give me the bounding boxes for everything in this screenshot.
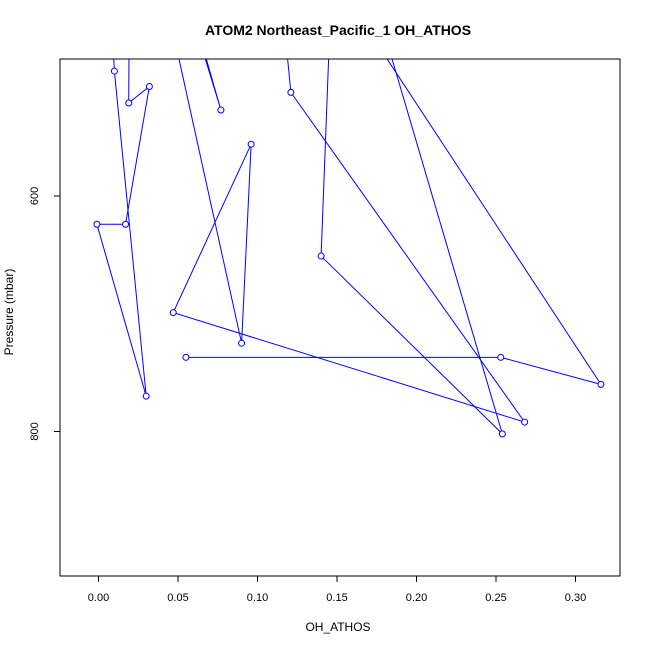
- x-tick-label: 0.05: [167, 592, 188, 604]
- data-point: [498, 430, 506, 438]
- data-point: [110, 67, 118, 75]
- plot-frame: [59, 58, 621, 577]
- data-point: [597, 380, 605, 388]
- x-tick-label: 0.15: [326, 592, 347, 604]
- x-tick-label: 0.30: [565, 592, 586, 604]
- x-axis-label: OH_ATHOS: [305, 620, 370, 634]
- data-point: [93, 220, 101, 228]
- series-line-2: [172, 59, 526, 423]
- data-point: [122, 220, 130, 228]
- chart-title: ATOM2 Northeast_Pacific_1 OH_ATHOS: [205, 22, 471, 38]
- series-line-3: [320, 59, 504, 436]
- data-point: [287, 88, 295, 96]
- x-tick-label: 0.00: [88, 592, 109, 604]
- data-point: [217, 106, 225, 114]
- y-tick-label: 800: [29, 422, 41, 440]
- y-axis: 2004006008001000: [29, 187, 60, 441]
- data-point: [145, 82, 153, 90]
- data-point: [142, 392, 150, 400]
- y-axis-label: Pressure (mbar): [2, 269, 16, 356]
- x-tick-label: 0.20: [406, 592, 427, 604]
- data-point: [247, 140, 255, 148]
- data-point: [169, 309, 177, 317]
- series-line-4: [96, 59, 222, 397]
- data-point: [125, 99, 133, 107]
- y-tick-label: 600: [29, 187, 41, 205]
- data-point: [182, 353, 190, 361]
- data-point: [497, 353, 505, 361]
- data-point: [521, 418, 529, 426]
- x-axis: 0.00 0.05 0.10 0.15 0.20 0.25 0.30: [88, 576, 586, 604]
- x-tick-label: 0.25: [485, 592, 506, 604]
- data-point: [317, 252, 325, 260]
- data-point: [238, 339, 246, 347]
- x-tick-label: 0.10: [247, 592, 268, 604]
